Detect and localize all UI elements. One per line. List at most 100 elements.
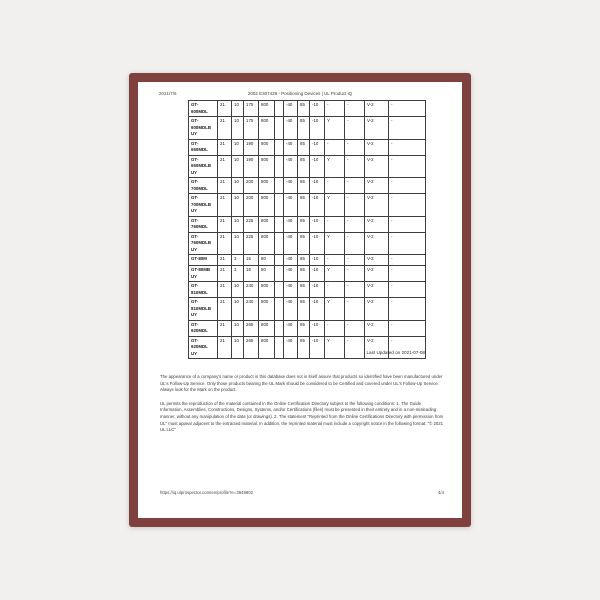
data-cell: 10 bbox=[231, 297, 244, 321]
data-cell: 800 bbox=[258, 177, 275, 194]
data-cell: V-2 bbox=[364, 265, 389, 282]
data-cell: Y bbox=[324, 231, 345, 255]
data-cell bbox=[274, 177, 284, 194]
model-cell: GT-920MDL bbox=[188, 319, 218, 337]
data-cell bbox=[274, 215, 284, 233]
data-cell: - bbox=[344, 100, 365, 117]
data-cell: -40 bbox=[283, 138, 298, 156]
data-cell: 10 bbox=[231, 215, 244, 233]
data-cell: Y bbox=[324, 265, 345, 282]
print-date: 2021/7/6 bbox=[159, 91, 177, 96]
document-page: 2021/7/6 2002 E307428 - Positioning Devi… bbox=[129, 73, 471, 527]
data-cell: 800 bbox=[258, 138, 275, 156]
reproduction-permission-notice: UL permits the reproduction of the mater… bbox=[160, 400, 444, 433]
data-cell: V-2 bbox=[364, 319, 389, 337]
data-cell: -10 bbox=[309, 138, 325, 156]
data-cell: 240 bbox=[243, 297, 259, 321]
data-cell bbox=[274, 231, 284, 255]
data-cell: -40 bbox=[283, 319, 298, 337]
data-cell: 800 bbox=[258, 231, 275, 255]
data-cell: -40 bbox=[283, 100, 298, 117]
document-title: 2002 E307428 - Positioning Devices | UL … bbox=[247, 91, 353, 96]
data-cell bbox=[274, 116, 284, 140]
page-content: 2021/7/6 2002 E307428 - Positioning Devi… bbox=[138, 82, 462, 518]
data-cell: - bbox=[344, 254, 365, 266]
data-cell: 85 bbox=[297, 138, 310, 156]
data-cell: -10 bbox=[309, 265, 325, 282]
data-cell: - bbox=[344, 177, 365, 194]
data-cell: Y bbox=[324, 154, 345, 178]
data-cell: - bbox=[388, 231, 426, 255]
data-cell: -10 bbox=[309, 231, 325, 255]
data-cell: 16 bbox=[243, 254, 259, 266]
data-cell: - bbox=[388, 154, 426, 178]
data-cell: - bbox=[388, 100, 426, 117]
data-cell: V-2 bbox=[364, 281, 389, 298]
data-cell: -40 bbox=[283, 265, 298, 282]
data-cell bbox=[274, 265, 284, 282]
data-cell: -40 bbox=[283, 231, 298, 255]
table-row: GT-810MDL 21 10 240 800 -40 85 -10- - V-2- bbox=[188, 281, 426, 298]
model-cell: GT-600MDL bbox=[188, 100, 218, 117]
data-cell: - bbox=[388, 215, 426, 233]
model-cell: GT-650MDL bbox=[188, 138, 218, 156]
data-cell: 800 bbox=[258, 319, 275, 337]
data-cell: 85 bbox=[297, 254, 310, 266]
data-cell: - bbox=[344, 116, 365, 140]
data-cell: 80 bbox=[258, 265, 275, 282]
data-cell: - bbox=[344, 154, 365, 178]
data-cell bbox=[274, 100, 284, 117]
data-cell bbox=[274, 138, 284, 156]
data-cell: V-2 bbox=[364, 154, 389, 178]
data-cell: V-2 bbox=[364, 177, 389, 194]
data-cell: V-2 bbox=[364, 215, 389, 233]
data-cell: - bbox=[324, 100, 345, 117]
data-cell: 21 bbox=[217, 265, 232, 282]
data-cell: 175 bbox=[243, 100, 259, 117]
data-cell: 85 bbox=[297, 265, 310, 282]
data-cell: - bbox=[324, 215, 345, 233]
model-cell: GT-80M bbox=[188, 254, 218, 266]
data-cell: -40 bbox=[283, 281, 298, 298]
data-cell: -10 bbox=[309, 281, 325, 298]
data-cell: V-2 bbox=[364, 297, 389, 321]
data-cell: - bbox=[344, 281, 365, 298]
data-cell: 175 bbox=[243, 116, 259, 140]
table-row: GT-920MDL 21 10 265 800 -40 85 -10- - V-2- bbox=[188, 319, 426, 337]
model-cell: GT- 600MDLB UY bbox=[188, 116, 218, 140]
data-cell: 10 bbox=[231, 154, 244, 178]
data-cell: -10 bbox=[309, 319, 325, 337]
data-cell: -10 bbox=[309, 154, 325, 178]
data-cell: - bbox=[344, 297, 365, 321]
table-row: GT-80MB UY 21 3 16 80 -40 85 -10 Y - V-2- bbox=[188, 265, 426, 282]
model-cell: GT-810MDL bbox=[188, 281, 218, 298]
table-row: GT-80M 21 3 16 80 -40 85 -10- - V-2- bbox=[188, 254, 426, 266]
data-cell: 800 bbox=[258, 154, 275, 178]
table-row: GT- 810MDLB UY 21 10 240 800 -40 85 -10 Y - V-2- bbox=[188, 297, 426, 321]
table-row: GT-920MDL UY 21 10 265 800 -40 85 -10 Y - V-2- bbox=[188, 335, 426, 359]
data-cell: 80 bbox=[258, 254, 275, 266]
data-cell: 85 bbox=[297, 319, 310, 337]
table-row: GT- 650MDLB UY 21 10 190 800 -40 85 -10 Y - V-2- bbox=[188, 154, 426, 178]
source-url: https://iq.ulprospector.com/en/profile?e… bbox=[160, 490, 254, 495]
data-cell: - bbox=[388, 116, 426, 140]
data-cell: 21 bbox=[217, 177, 232, 194]
model-cell: GT-700MDL bbox=[188, 177, 218, 194]
data-cell: - bbox=[388, 297, 426, 321]
data-cell: 21 bbox=[217, 138, 232, 156]
data-cell: 10 bbox=[231, 116, 244, 140]
data-cell: 800 bbox=[258, 100, 275, 117]
data-cell: -40 bbox=[283, 154, 298, 178]
data-cell: -10 bbox=[309, 177, 325, 194]
data-cell: 21 bbox=[217, 231, 232, 255]
data-cell: - bbox=[324, 281, 345, 298]
data-cell: Y bbox=[324, 116, 345, 140]
data-cell: 800 bbox=[258, 281, 275, 298]
data-cell: - bbox=[324, 254, 345, 266]
data-cell: 10 bbox=[231, 193, 244, 217]
data-cell: -40 bbox=[283, 193, 298, 217]
data-cell: -10 bbox=[309, 100, 325, 117]
follow-up-service-notice: The appearance of a company's name or pr… bbox=[160, 374, 443, 393]
data-cell: 10 bbox=[231, 138, 244, 156]
data-cell: Y bbox=[324, 297, 345, 321]
